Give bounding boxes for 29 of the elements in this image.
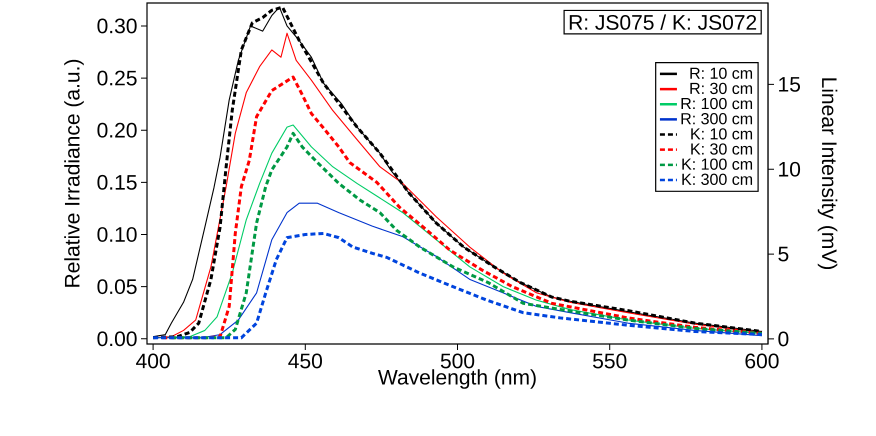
x-tick-label: 550 — [593, 354, 626, 368]
line-series — [152, 232, 764, 340]
x-axis-title: Wavelength (nm) — [378, 369, 536, 389]
legend-label: R: 100 cm — [681, 98, 752, 110]
legend-label: R: 30 cm — [690, 82, 752, 94]
y-axis-title: Relative Irradiance (a.u.) — [64, 60, 84, 287]
y-tick-label: 0.25 — [97, 70, 137, 86]
y-tick-label: 0.20 — [97, 122, 137, 138]
x-tick-label: 450 — [288, 354, 322, 368]
y-tick-label: 0.05 — [97, 279, 137, 294]
legend-label: R: 10 cm — [690, 68, 752, 79]
legend-label: K: 100 cm — [682, 158, 752, 170]
y2-axis-title: Linear Intensity (mV) — [818, 78, 838, 270]
y2-tick-label: 10 — [779, 162, 800, 177]
y-tick-label: 0.15 — [97, 174, 137, 190]
y2-tick-label: 0 — [778, 331, 788, 346]
legend-label: R: 300 cm — [681, 113, 752, 124]
x-tick-label: 600 — [745, 354, 779, 368]
y2-tick-label: 15 — [779, 77, 800, 92]
legend-label: K: 300 cm — [682, 174, 752, 185]
legend-label: K: 30 cm — [691, 143, 752, 155]
y-tick-label: 0.10 — [97, 227, 137, 242]
y2-tick-label: 5 — [778, 246, 788, 262]
x-tick-label: 500 — [440, 354, 474, 368]
legend-label: K: 10 cm — [691, 128, 752, 140]
x-tick-label: 400 — [136, 354, 170, 368]
legend-title: R: JS075 / K: JS072 — [570, 14, 756, 30]
y-tick-label: 0.00 — [97, 331, 137, 346]
y-tick-label: 0.30 — [97, 18, 137, 34]
